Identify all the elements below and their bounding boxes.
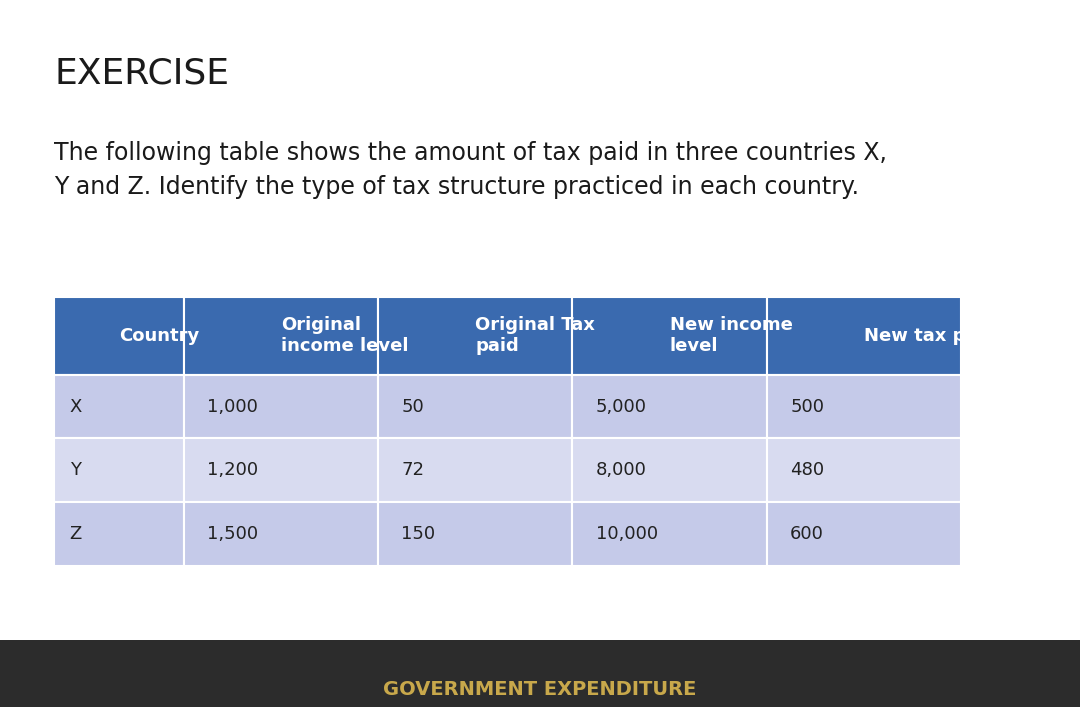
Text: 1,000: 1,000 (207, 397, 258, 416)
Text: GOVERNMENT EXPENDITURE: GOVERNMENT EXPENDITURE (383, 680, 697, 699)
FancyBboxPatch shape (378, 438, 572, 502)
Text: Original
income level: Original income level (281, 317, 408, 355)
FancyBboxPatch shape (378, 502, 572, 566)
Text: New income
level: New income level (670, 317, 793, 355)
Text: Z: Z (69, 525, 82, 543)
Text: 1,500: 1,500 (207, 525, 258, 543)
Text: Y: Y (69, 461, 81, 479)
FancyBboxPatch shape (184, 375, 378, 438)
Text: Country: Country (119, 327, 199, 345)
Text: The following table shows the amount of tax paid in three countries X,
Y and Z. : The following table shows the amount of … (54, 141, 887, 199)
Text: 500: 500 (791, 397, 824, 416)
Text: 8,000: 8,000 (596, 461, 647, 479)
FancyBboxPatch shape (378, 375, 572, 438)
FancyBboxPatch shape (767, 297, 961, 375)
FancyBboxPatch shape (767, 438, 961, 502)
FancyBboxPatch shape (54, 375, 184, 438)
FancyBboxPatch shape (0, 640, 1080, 707)
Text: 480: 480 (791, 461, 824, 479)
FancyBboxPatch shape (572, 297, 767, 375)
Text: 600: 600 (791, 525, 824, 543)
FancyBboxPatch shape (54, 438, 184, 502)
Text: 5,000: 5,000 (596, 397, 647, 416)
FancyBboxPatch shape (54, 297, 184, 375)
Text: 50: 50 (402, 397, 424, 416)
Text: 72: 72 (402, 461, 424, 479)
Text: X: X (69, 397, 82, 416)
Text: 1,200: 1,200 (207, 461, 258, 479)
FancyBboxPatch shape (572, 438, 767, 502)
Text: New tax paid: New tax paid (864, 327, 997, 345)
Text: Original Tax
paid: Original Tax paid (475, 317, 595, 355)
FancyBboxPatch shape (767, 502, 961, 566)
FancyBboxPatch shape (378, 297, 572, 375)
Text: 150: 150 (402, 525, 435, 543)
FancyBboxPatch shape (767, 375, 961, 438)
FancyBboxPatch shape (572, 502, 767, 566)
FancyBboxPatch shape (572, 375, 767, 438)
FancyBboxPatch shape (184, 438, 378, 502)
FancyBboxPatch shape (184, 297, 378, 375)
FancyBboxPatch shape (184, 502, 378, 566)
FancyBboxPatch shape (54, 502, 184, 566)
Text: EXERCISE: EXERCISE (54, 57, 229, 90)
Text: 10,000: 10,000 (596, 525, 658, 543)
